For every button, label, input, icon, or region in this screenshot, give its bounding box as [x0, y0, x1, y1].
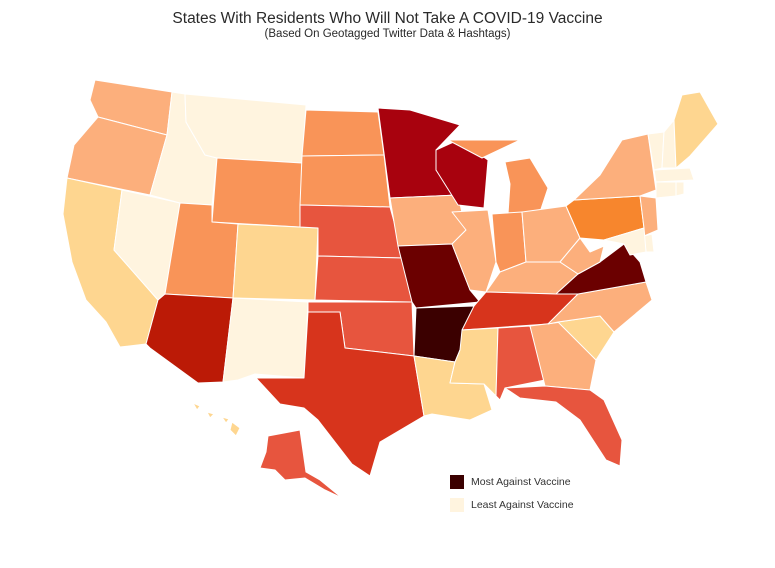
state-MD — [603, 227, 647, 256]
state-SD — [299, 154, 391, 208]
legend-swatch-least — [450, 498, 464, 512]
chart-title: States With Residents Who Will Not Take … — [172, 10, 603, 27]
state-AZ — [145, 293, 234, 384]
state-IA — [389, 194, 467, 247]
state-OR — [66, 116, 168, 196]
state-HI — [192, 402, 241, 437]
state-NM — [222, 297, 309, 383]
legend-item-least: Least Against Vaccine — [450, 497, 574, 513]
state-CO — [232, 223, 319, 301]
state-MA — [653, 167, 695, 183]
state-WY — [211, 157, 303, 228]
state-IN — [491, 211, 527, 273]
state-AK — [259, 429, 343, 499]
state-NJ — [639, 195, 659, 237]
state-ME — [673, 91, 719, 169]
state-RI — [675, 181, 685, 197]
state-CT — [655, 181, 677, 199]
legend-label-most: Most Against Vaccine — [471, 476, 571, 488]
chart-subtitle: (Based On Geotagged Twitter Data & Hasht… — [264, 28, 511, 40]
state-ND — [301, 109, 385, 157]
state-MT — [184, 93, 307, 164]
legend-label-least: Least Against Vaccine — [471, 499, 574, 511]
state-FL — [504, 385, 623, 467]
state-KS — [314, 255, 413, 303]
legend-swatch-most — [450, 475, 464, 489]
legend-item-most: Most Against Vaccine — [450, 474, 571, 490]
state-NY — [573, 133, 657, 201]
state-IL — [451, 209, 497, 293]
states-layer — [62, 79, 719, 499]
state-TX — [255, 311, 425, 477]
